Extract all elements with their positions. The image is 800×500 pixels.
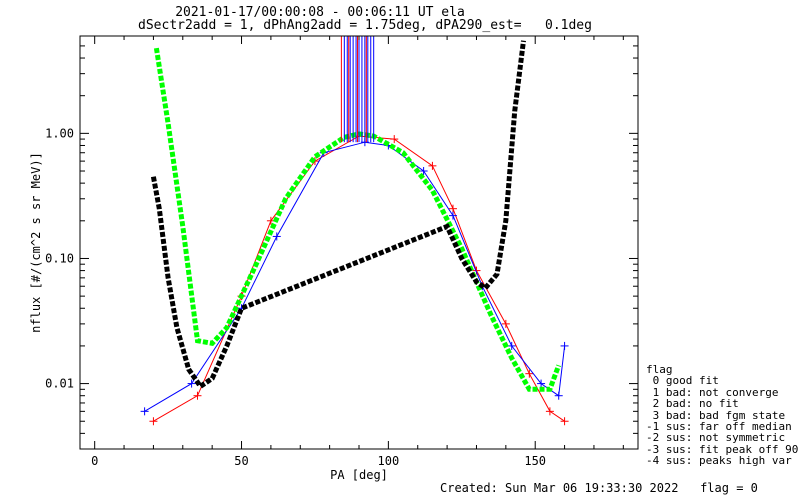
legend-entry: -1 sus: far off median	[646, 420, 792, 434]
legend-entry: 0 good fit	[646, 374, 719, 388]
x-tick-label: 100	[378, 454, 400, 468]
data-point	[537, 379, 546, 388]
data-line	[144, 141, 566, 412]
fit-curve	[153, 47, 562, 392]
legend-entry: 3 bad: bad fgm state	[646, 408, 786, 422]
legend-entry: -3 sus: fit peak off 90	[646, 442, 799, 456]
data-point	[448, 204, 457, 213]
footer-created: Created: Sun Mar 06 19:33:30 2022 flag =…	[440, 481, 758, 495]
data-point	[140, 407, 149, 416]
y-tick-label: 0.01	[45, 377, 74, 391]
data-point	[419, 167, 428, 176]
data-point	[448, 211, 457, 220]
data-point	[390, 135, 399, 144]
legend-entry: -4 sus: peaks high var	[646, 454, 792, 468]
data-point	[560, 417, 569, 426]
fit-curve	[150, 40, 526, 390]
x-axis-label: PA [deg]	[330, 468, 388, 482]
x-tick-label: 50	[234, 454, 248, 468]
data-point	[554, 391, 563, 400]
legend-title: flag	[646, 363, 673, 376]
y-tick-label: 1.00	[45, 126, 74, 140]
flag-legend: flag 0 good fit 1 bad: not converge 2 ba…	[646, 364, 798, 467]
legend-entry: -2 sus: not symmetric	[646, 431, 786, 445]
y-axis-label: nflux [#/(cm^2 s sr MeV)]	[29, 152, 43, 333]
data-layer	[140, 36, 569, 426]
y-tick-label: 0.10	[45, 251, 74, 265]
data-point	[545, 407, 554, 416]
data-line	[153, 135, 565, 422]
data-point	[525, 369, 534, 378]
data-point	[428, 161, 437, 170]
data-point	[187, 379, 196, 388]
data-point	[149, 417, 158, 426]
data-point	[272, 232, 281, 241]
data-point	[193, 391, 202, 400]
data-point	[560, 341, 569, 350]
data-point	[501, 319, 510, 328]
legend-entry: 1 bad: not converge	[646, 385, 779, 399]
chart-subtitle: dSectr2add = 1, dPhAng2add = 1.75deg, dP…	[138, 18, 592, 33]
legend-entry: 2 bad: no fit	[646, 397, 739, 411]
x-tick-label: 0	[91, 454, 98, 468]
data-point	[507, 341, 516, 350]
chart-title: 2021-01-17/00:00:08 - 00:06:11 UT ela	[175, 5, 465, 20]
axis-layer: 0 50 100 150 0.01 0.10 1.00 PA [deg] nflux [#/(c…	[29, 35, 638, 482]
x-tick-label: 150	[524, 454, 546, 468]
